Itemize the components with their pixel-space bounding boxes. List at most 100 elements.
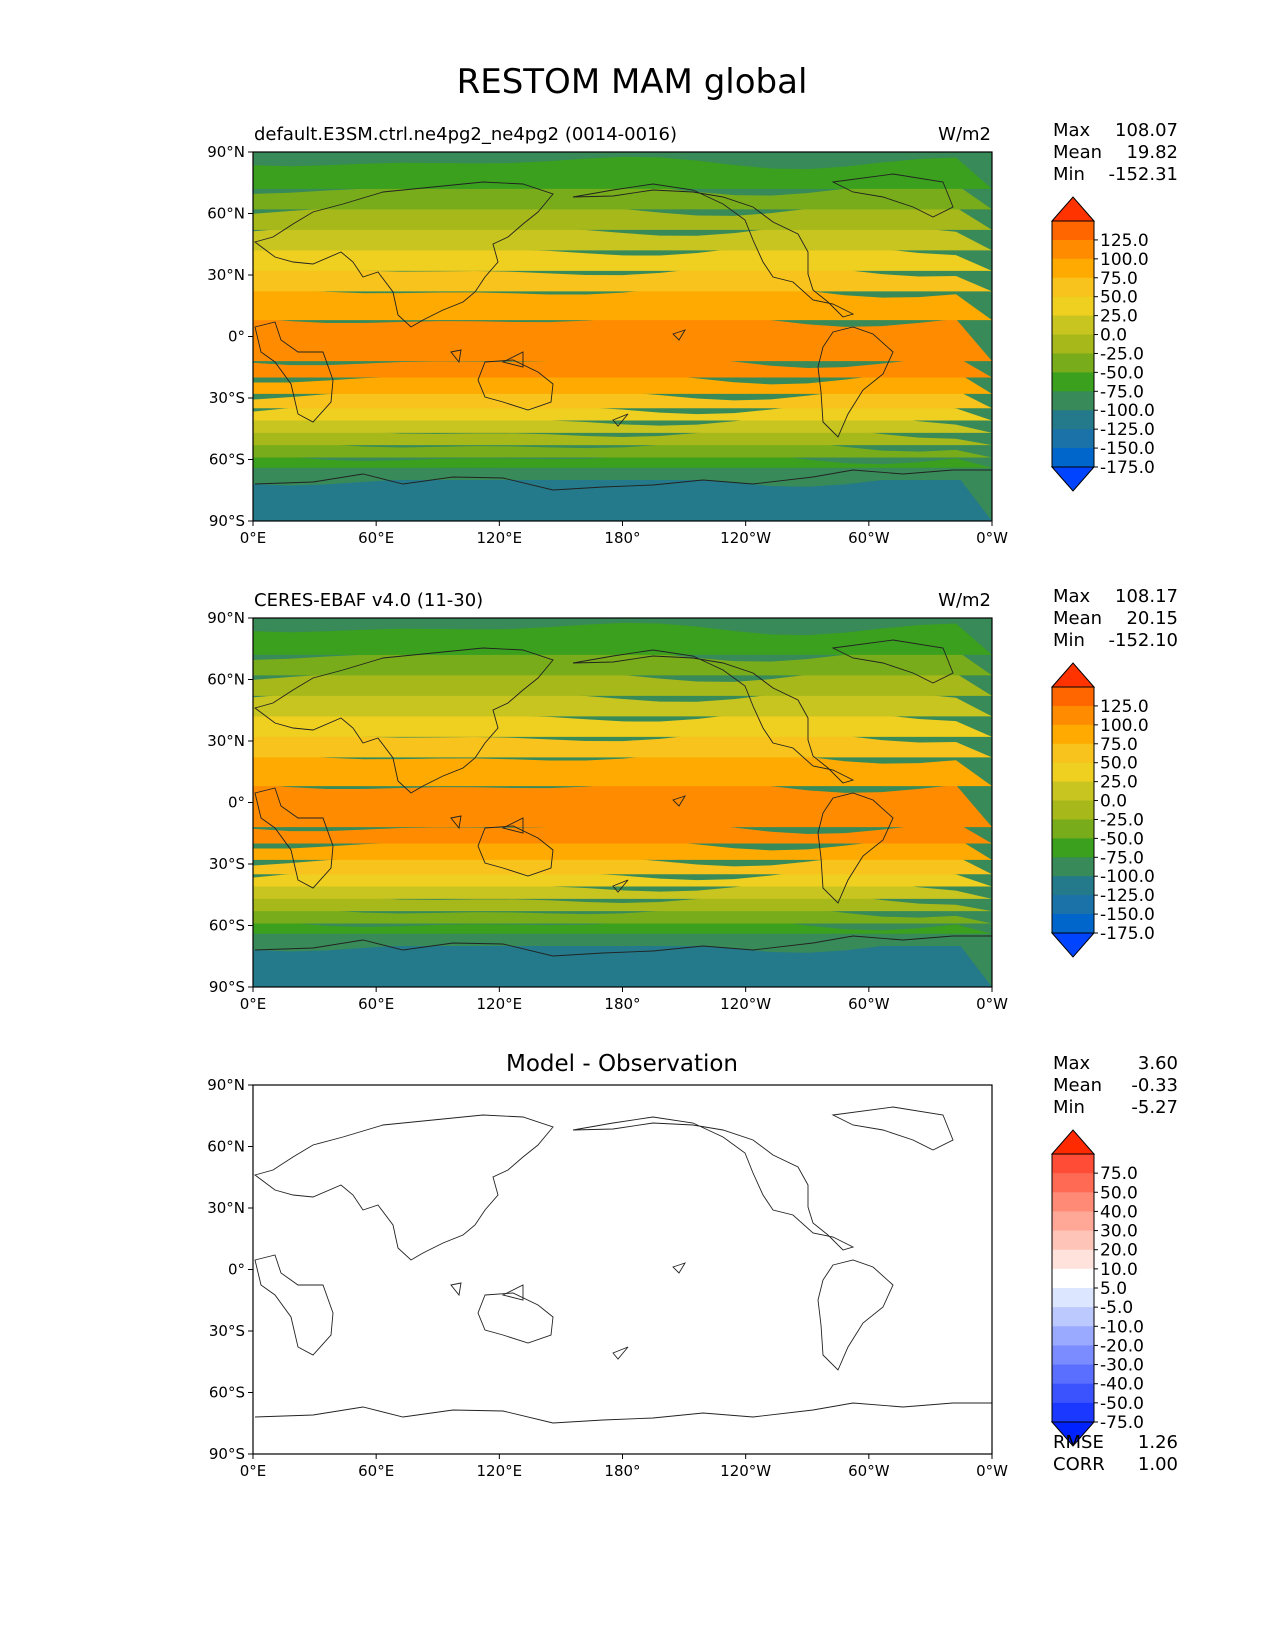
colorbar-segment (1052, 1211, 1094, 1232)
panel-left-title: CERES-EBAF v4.0 (11-30) (254, 590, 483, 611)
colorbar-tick-label: 75.0 (1100, 269, 1138, 289)
lon-tick-label: 180° (604, 529, 640, 547)
coastline (817, 792, 894, 904)
colorbar-segment (1052, 1230, 1094, 1251)
island-outline (450, 1282, 462, 1297)
axis-ticks: 90°N 60°N 30°N 0° 30°S 60°S 90°S0°E 60°E 120°E 18… (207, 143, 1008, 547)
error-metrics: RMSE 1.26 CORR 1.00 (1053, 1432, 1178, 1475)
lat-tick-label: 60°N (207, 671, 245, 689)
lon-tick-label: 60°E (358, 995, 394, 1013)
coastline (253, 1114, 554, 1261)
lon-tick-label: 60°E (358, 1462, 394, 1480)
colorbar-segment (1052, 838, 1094, 858)
colorbar-segment (1052, 819, 1094, 839)
lat-tick-label: 90°N (207, 609, 245, 627)
lat-tick-label: 30°N (207, 266, 245, 284)
island-outline (672, 1262, 687, 1274)
coastline (572, 183, 855, 318)
colorbar-tick-label: -40.0 (1100, 1375, 1144, 1395)
island-outline (612, 413, 629, 427)
lon-tick-label: 60°E (358, 529, 394, 547)
colorbar-tick-label: 25.0 (1100, 773, 1138, 793)
colorbar-tick-label: -125.0 (1100, 420, 1155, 440)
stat-label: Max (1053, 120, 1091, 141)
stats-block: Max 108.07 Mean 19.82 Min -152.31 (1053, 120, 1178, 185)
stat-label: Mean (1053, 1075, 1102, 1096)
metric-label: CORR (1053, 1454, 1105, 1475)
island-outline (612, 879, 629, 893)
field-band (253, 649, 992, 676)
lat-tick-label: 90°S (209, 978, 245, 996)
island-outline (501, 351, 524, 368)
lat-tick-label: 90°N (207, 1076, 245, 1094)
island-outline (501, 817, 524, 834)
stat-label: Min (1053, 1097, 1085, 1118)
coastline (254, 321, 334, 423)
field-band (253, 451, 992, 468)
colorbar-segment (1052, 857, 1094, 877)
field-band (253, 669, 992, 696)
colorbar-tick-label: 30.0 (1100, 1222, 1138, 1242)
coastlines (253, 173, 992, 491)
lon-tick-label: 0°E (240, 995, 267, 1013)
lat-tick-label: 60°S (209, 1384, 245, 1402)
lon-tick-label: 120°E (477, 529, 523, 547)
colorbar-tick-label: -25.0 (1100, 810, 1144, 830)
lat-tick-label: 60°S (209, 451, 245, 469)
colorbar-tick-label: -150.0 (1100, 905, 1155, 925)
colorbar-tick-label: 50.0 (1100, 754, 1138, 774)
colorbar-tick-label: -175.0 (1100, 458, 1155, 478)
colorbar-frame (1051, 220, 1095, 468)
island-outline (672, 329, 687, 341)
field-band (253, 750, 992, 787)
field-band (253, 939, 992, 987)
field-band (253, 284, 992, 321)
stat-label: Min (1053, 630, 1085, 651)
axis-ticks: 90°N 60°N 30°N 0° 30°S 60°S 90°S0°E 60°E 120°E 18… (207, 1076, 1008, 1480)
colorbar-tick-label: 40.0 (1100, 1202, 1138, 1222)
colorbar-segment (1052, 724, 1094, 745)
panel-reference: CERES-EBAF v4.0 (11-30) W/m2 90°N 60°N 30°… (207, 586, 1178, 1013)
colorbar-tick-label: -20.0 (1100, 1336, 1144, 1356)
colorbar-segment (1052, 1383, 1094, 1404)
colorbar-tick-label: -50.0 (1100, 363, 1144, 383)
colorbar-extend-min (1050, 932, 1096, 958)
coastline (477, 825, 554, 877)
map-field (253, 152, 992, 521)
colorbar-segment (1052, 781, 1094, 802)
lon-tick-label: 0°W (976, 995, 1008, 1013)
colorbar-segment (1052, 1249, 1094, 1270)
lat-tick-label: 90°S (209, 512, 245, 530)
lon-tick-label: 0°W (976, 1462, 1008, 1480)
island-outline (672, 795, 687, 807)
colorbar-frame (1051, 686, 1095, 934)
colorbar-tick-label: 0.0 (1100, 326, 1127, 346)
colorbar: 125.0100.075.050.025.00.0-25.0-50.0-75.0… (1050, 196, 1155, 492)
colorbar-segment (1052, 334, 1094, 354)
field-band (253, 203, 992, 230)
colorbar-tick-label: 20.0 (1100, 1241, 1138, 1261)
colorbar-extend-max (1050, 1129, 1096, 1155)
stat-value: -5.27 (1131, 1097, 1178, 1118)
colorbar-tick-label: -150.0 (1100, 439, 1155, 459)
field-band (253, 780, 992, 828)
colorbar-segment (1052, 705, 1094, 726)
colorbar-tick-label: 50.0 (1100, 288, 1138, 308)
lat-tick-label: 30°S (209, 1322, 245, 1340)
stat-value: -152.10 (1109, 630, 1178, 651)
island-outline (450, 349, 462, 364)
field-band (253, 183, 992, 210)
lon-tick-label: 120°E (477, 1462, 523, 1480)
colorbar-segment (1052, 687, 1094, 707)
colorbar-tick-label: 75.0 (1100, 1164, 1138, 1184)
lat-tick-label: 30°S (209, 855, 245, 873)
colorbar-tick-label: -50.0 (1100, 1394, 1144, 1414)
lat-tick-label: 30°S (209, 389, 245, 407)
lat-tick-label: 90°N (207, 143, 245, 161)
colorbar-segment (1052, 876, 1094, 896)
lat-tick-label: 0° (228, 794, 245, 812)
colorbar-segment (1052, 762, 1094, 783)
colorbar-segment (1052, 1192, 1094, 1212)
coastlines (253, 639, 992, 957)
colorbar-tick-label: 5.0 (1100, 1279, 1127, 1299)
